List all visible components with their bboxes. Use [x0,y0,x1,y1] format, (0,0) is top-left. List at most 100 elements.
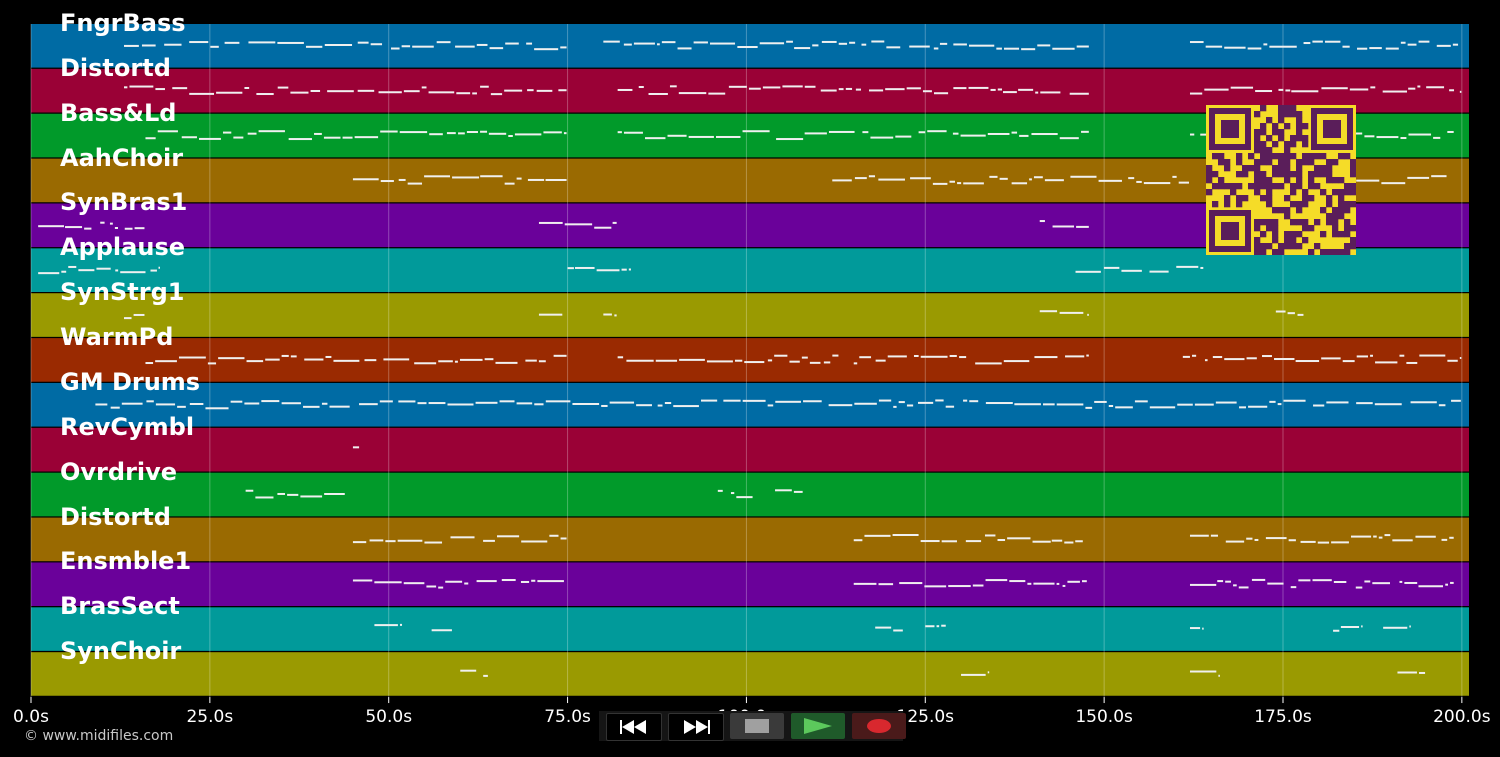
note [303,405,320,408]
note [1027,582,1032,585]
qr-module [1260,249,1267,255]
note [1321,87,1348,90]
qr-module [1350,243,1356,250]
qr-module [1272,207,1279,214]
note [380,130,398,133]
note [436,41,451,44]
note [157,130,178,133]
note [525,359,537,362]
qr-module [1242,195,1249,202]
note [189,41,209,44]
qr-module [1344,207,1351,214]
note [949,180,955,183]
qr-module [1260,129,1267,136]
note [628,268,631,271]
note [1415,535,1436,538]
note [869,89,884,92]
rewind-button[interactable] [606,713,662,741]
note [1312,579,1332,582]
track-label: Ovrdrive [60,457,178,486]
qr-module [1284,237,1291,244]
time-tick-label: 75.0s [544,707,591,727]
qr-module [1260,123,1267,130]
note [520,580,530,583]
note [1039,220,1045,223]
note [218,357,245,360]
note [617,131,622,134]
note [893,405,897,408]
note [1447,130,1454,133]
note [898,401,905,404]
note [1364,135,1375,138]
stop-button[interactable] [730,713,784,739]
note [812,44,819,47]
qr-module [1320,249,1327,255]
note [1342,45,1350,48]
note [838,42,848,45]
play-button[interactable] [791,713,845,739]
note [801,356,808,359]
note [1374,403,1402,406]
qr-module [1302,219,1309,226]
note [150,269,157,272]
note [1031,133,1058,136]
qr-module [1248,153,1255,160]
qr-module [1284,159,1291,166]
track-lane [31,24,1469,68]
qr-module [1218,183,1225,190]
qr-module [1302,141,1309,148]
note [450,536,475,539]
note [1397,671,1417,674]
qr-module [1266,189,1273,196]
qr-finder [1209,108,1251,150]
note [1189,583,1217,586]
note [352,541,367,544]
qr-module [1308,171,1315,178]
qr-module [1350,201,1356,208]
note [1007,537,1031,540]
qr-module [1290,201,1297,208]
qr-module [1332,213,1339,220]
qr-module [1266,135,1273,142]
qr-module [1272,141,1279,148]
note [742,399,766,402]
qr-module [1254,129,1261,136]
note [445,580,463,583]
qr-module [1344,249,1351,255]
qr-module [1248,183,1255,190]
note [1086,354,1089,357]
note [728,85,747,88]
note [963,182,984,185]
track-lane [31,607,1469,652]
note [1447,359,1458,362]
qr-module [1260,177,1267,184]
record-button[interactable] [852,713,906,739]
note [920,540,940,543]
fast-forward-button[interactable] [668,713,724,741]
qr-module [1254,177,1261,184]
note [1392,539,1413,542]
note [300,495,323,498]
note [774,354,788,357]
qr-module [1284,195,1291,202]
track-label: Ensmble1 [60,547,192,576]
note [1419,671,1426,674]
note [68,265,77,268]
note [514,133,542,136]
note [1459,356,1462,359]
rewind-icon [620,720,646,734]
track-label: RevCymbl [60,412,195,441]
note [414,362,437,365]
note [706,360,733,363]
note [1451,399,1461,402]
note [1408,87,1416,90]
note [965,540,982,543]
qr-module [1308,159,1315,166]
note [821,40,837,43]
qr-module [1344,231,1351,238]
note [412,45,434,48]
qr-finder-center [1221,120,1239,138]
note [809,361,821,364]
note [459,358,483,361]
